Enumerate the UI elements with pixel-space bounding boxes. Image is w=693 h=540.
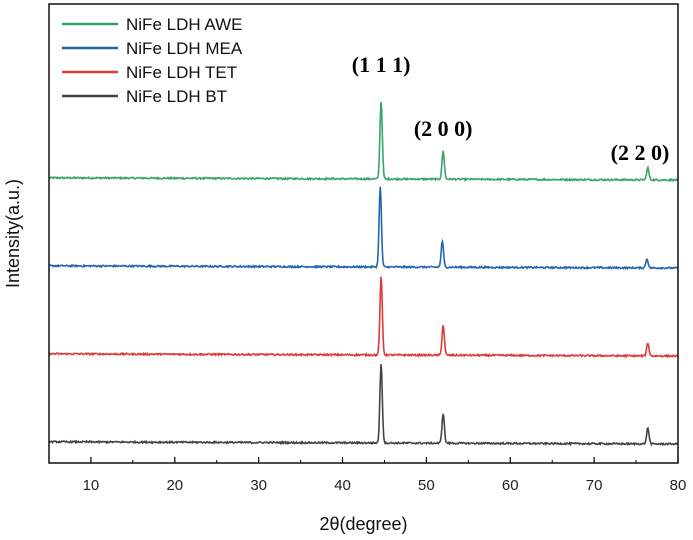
legend-label: NiFe LDH TET — [126, 63, 237, 82]
legend-label: NiFe LDH MEA — [126, 39, 243, 58]
series-line-nife-ldh-mea — [48, 186, 679, 271]
x-tick-label: 50 — [418, 477, 435, 494]
x-tick-label: 80 — [670, 477, 687, 494]
x-axis-title: 2θ(degree) — [319, 514, 407, 534]
series-line-nife-ldh-bt — [48, 364, 679, 447]
x-tick-label: 10 — [83, 477, 100, 494]
y-axis-title: Intensity(a.u.) — [3, 179, 23, 288]
x-tick-label: 40 — [334, 477, 351, 494]
x-tick-label: 20 — [166, 477, 183, 494]
x-tick-label: 60 — [502, 477, 519, 494]
plot-frame — [48, 3, 679, 464]
peak-annotation: (2 0 0) — [414, 116, 473, 141]
legend-label: NiFe LDH BT — [126, 87, 227, 106]
series-line-nife-ldh-tet — [48, 276, 679, 359]
x-tick-label: 30 — [250, 477, 267, 494]
legend-label: NiFe LDH AWE — [126, 15, 243, 34]
legend: NiFe LDH AWE NiFe LDH MEA NiFe LDH TET NiFe… — [62, 15, 243, 106]
peak-annotation: (2 2 0) — [611, 140, 670, 165]
peak-annotation: (1 1 1) — [352, 52, 411, 77]
series-line-nife-ldh-awe — [48, 101, 679, 182]
x-tick-label: 70 — [586, 477, 603, 494]
